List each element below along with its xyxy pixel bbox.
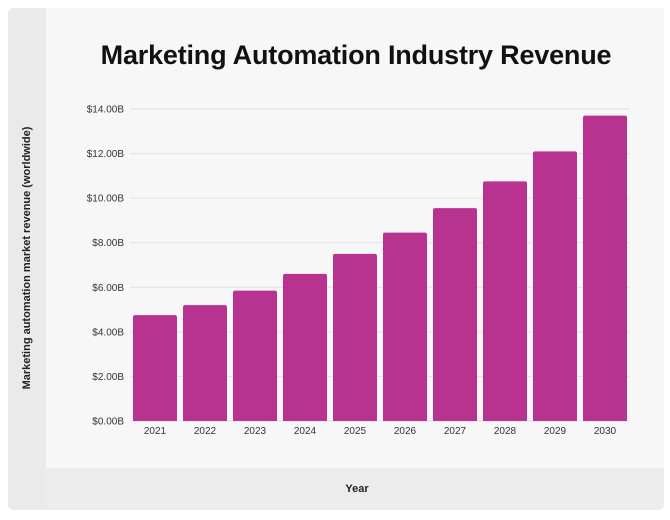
x-tick-label: 2028 [494,426,517,437]
y-tick-label: $12.00B [87,149,125,160]
x-tick-label: 2021 [144,426,167,437]
x-tick-label: 2025 [344,426,367,437]
bar-2028 [483,181,527,421]
x-tick-label: 2026 [394,426,417,437]
chart-title: Marketing Automation Industry Revenue [100,40,612,70]
y-tick-label: $0.00B [92,417,124,428]
y-tick-label: $14.00B [87,105,125,116]
bar-2029 [533,151,577,422]
x-tick-label: 2024 [294,426,317,437]
y-tick-label: $4.00B [92,327,124,338]
x-tick-label: 2029 [544,426,567,437]
bar-2021 [133,315,177,421]
x-axis-title: Year [345,483,369,495]
y-axis-title-strip [8,8,46,510]
x-tick-label: 2022 [194,426,217,437]
bar-2027 [433,208,477,421]
y-tick-label: $8.00B [92,238,124,249]
y-tick-labels: $0.00B $2.00B $4.00B $6.00B $8.00B $10.00B $12… [87,105,125,428]
x-tick-labels: 2021 2022 2023 2024 2025 2026 2027 2028 2029 2030 [144,426,617,437]
bar-2024 [283,273,327,421]
x-tick-label: 2023 [244,426,267,437]
y-tick-label: $2.00B [92,372,124,383]
bar-2026 [383,232,427,421]
x-axis-title-strip [46,468,664,510]
x-tick-label: 2030 [594,426,617,437]
bars [133,115,627,422]
y-tick-label: $10.00B [87,194,125,205]
bar-2022 [183,305,227,421]
bar-2023 [233,290,277,421]
bar-2025 [333,253,377,421]
y-tick-label: $6.00B [92,283,124,294]
x-tick-label: 2027 [444,426,467,437]
bar-2030 [583,115,627,421]
